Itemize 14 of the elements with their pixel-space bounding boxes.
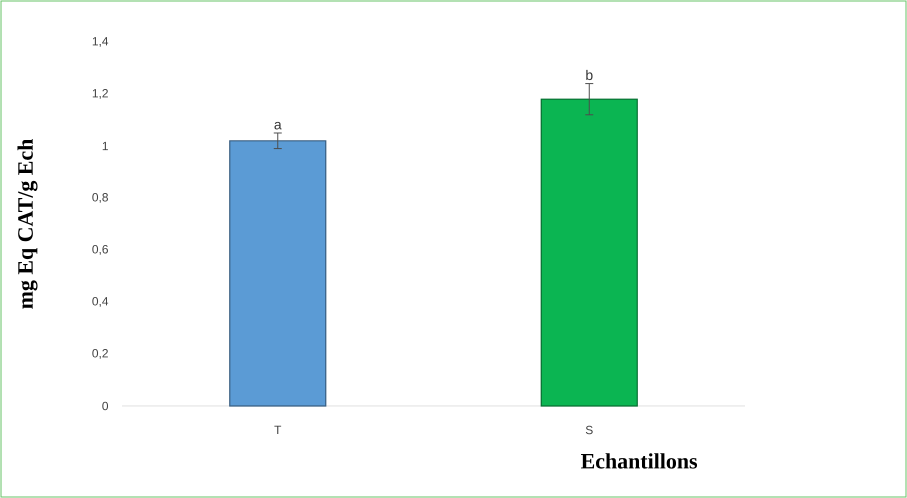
y-axis-title: mg Eq CAT/g Ech <box>17 138 38 309</box>
y-tick-label: 1,4 <box>92 37 108 47</box>
annotation: b <box>586 70 593 80</box>
y-tick-label: 0 <box>102 402 108 410</box>
annotation: a <box>274 122 282 130</box>
y-tick-label: 0,4 <box>92 297 108 307</box>
y-tick-label: 0,2 <box>92 349 108 359</box>
x-axis-title: Echantillons <box>581 453 698 469</box>
y-tick-label: 1,2 <box>92 89 108 99</box>
y-tick-label: 0,8 <box>92 193 108 203</box>
x-tick-label: T <box>274 426 282 434</box>
y-tick-label: 0,6 <box>92 245 108 255</box>
y-tick-label: 1 <box>102 142 108 150</box>
x-tick-label: S <box>586 426 593 434</box>
